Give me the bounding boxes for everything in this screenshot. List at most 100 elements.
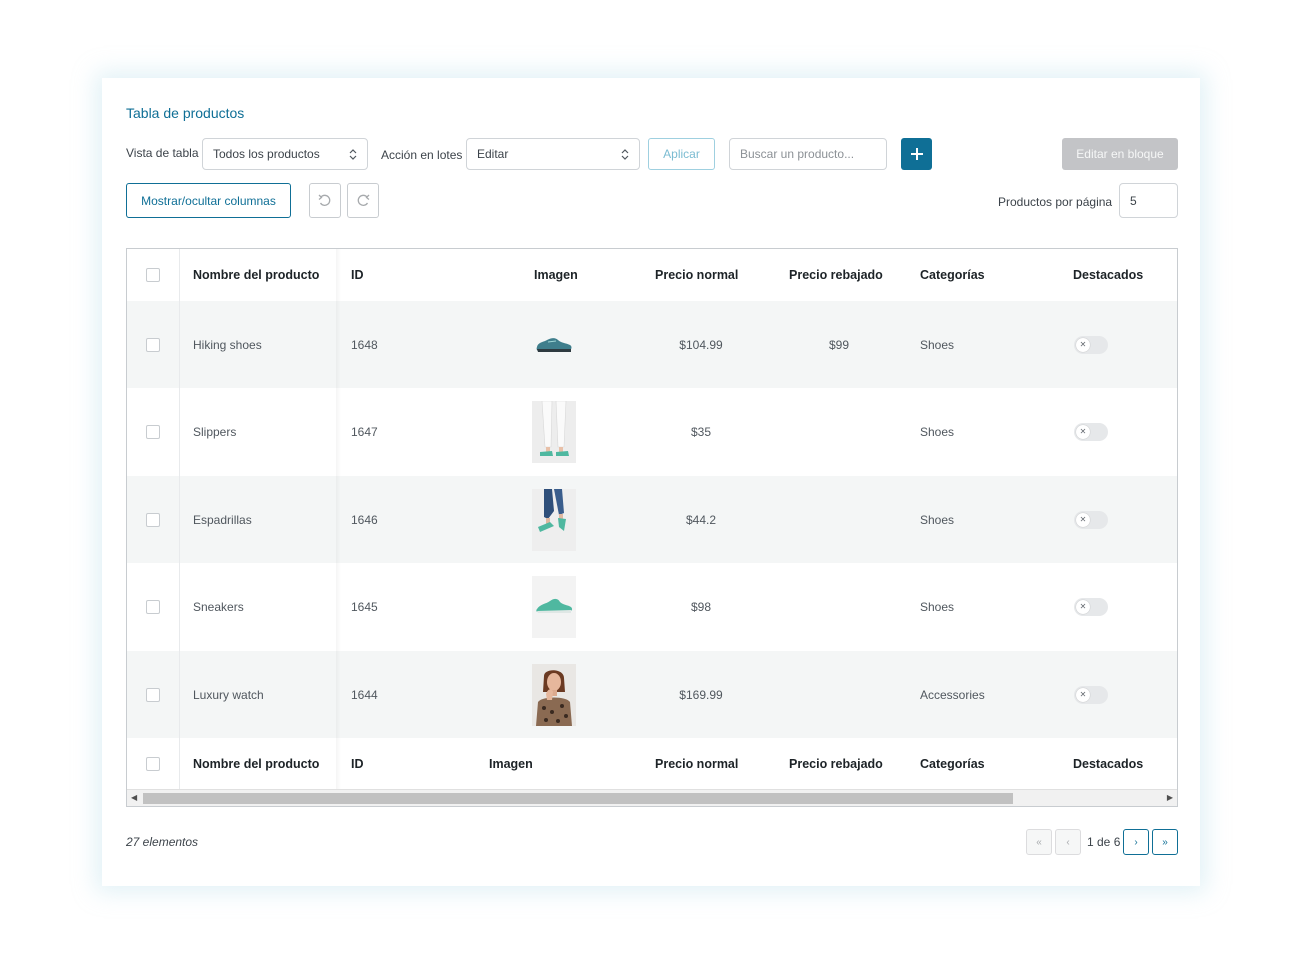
product-sale-price[interactable] bbox=[793, 476, 885, 563]
col-footer-id[interactable]: ID bbox=[351, 757, 364, 771]
scroll-right-icon[interactable]: ▶ bbox=[1166, 793, 1173, 802]
product-sale-price[interactable] bbox=[793, 388, 885, 476]
product-price[interactable]: $44.2 bbox=[685, 512, 717, 527]
table-row: Espadrillas 1646 $44.2 Shoes bbox=[127, 476, 1177, 563]
product-id: 1647 bbox=[351, 425, 378, 439]
product-price[interactable]: $104.99 bbox=[679, 337, 723, 352]
product-image[interactable] bbox=[532, 651, 576, 738]
product-category[interactable]: Accessories bbox=[920, 687, 985, 702]
select-arrows-icon bbox=[349, 149, 357, 160]
product-category[interactable]: Shoes bbox=[920, 337, 955, 352]
select-all-checkbox[interactable] bbox=[146, 268, 160, 282]
slippers-image bbox=[532, 401, 576, 463]
hiking-shoe-image bbox=[536, 337, 572, 352]
bulk-edit-button[interactable]: Editar en bloque bbox=[1062, 138, 1178, 170]
col-footer-featured[interactable]: Destacados bbox=[1073, 757, 1144, 771]
col-header-sale-price[interactable]: Precio rebajado bbox=[789, 268, 883, 282]
espadrillas-image bbox=[532, 488, 576, 551]
product-id: 1644 bbox=[351, 687, 378, 702]
product-name[interactable]: Slippers bbox=[193, 425, 237, 439]
table-row: Hiking shoes 1648 $104.99 $99 Shoes ✕ bbox=[127, 301, 1177, 388]
row-checkbox[interactable] bbox=[146, 512, 160, 527]
row-checkbox[interactable] bbox=[146, 600, 160, 614]
next-page-button[interactable]: › bbox=[1123, 829, 1149, 855]
row-checkbox[interactable] bbox=[146, 337, 160, 352]
products-panel: Tabla de productos Vista de tabla Todos … bbox=[102, 78, 1200, 886]
plus-icon bbox=[910, 148, 923, 160]
first-page-button[interactable]: « bbox=[1026, 829, 1052, 855]
col-footer-price[interactable]: Precio normal bbox=[655, 757, 739, 771]
featured-toggle[interactable]: ✕ bbox=[1074, 563, 1108, 651]
per-page-label: Productos por página bbox=[998, 195, 1113, 209]
scrollbar-thumb[interactable] bbox=[143, 793, 1013, 804]
bulk-action-value: Editar bbox=[477, 147, 509, 161]
table-footer-row: Nombre del producto ID Imagen Precio nor… bbox=[127, 738, 1177, 790]
featured-toggle[interactable]: ✕ bbox=[1074, 476, 1108, 563]
product-category[interactable]: Shoes bbox=[920, 600, 955, 614]
table-row: Sneakers 1645 $98 Shoes ✕ bbox=[127, 563, 1177, 651]
product-category[interactable]: Shoes bbox=[920, 425, 955, 439]
product-id: 1648 bbox=[351, 337, 378, 352]
featured-toggle[interactable]: ✕ bbox=[1074, 388, 1108, 476]
table-row: Luxury watch 1644 bbox=[127, 651, 1177, 738]
product-image[interactable] bbox=[532, 388, 576, 476]
featured-toggle[interactable]: ✕ bbox=[1074, 651, 1108, 738]
col-header-name[interactable]: Nombre del producto bbox=[193, 268, 320, 282]
apply-button[interactable]: Aplicar bbox=[648, 138, 715, 170]
col-header-categories[interactable]: Categorías bbox=[920, 268, 985, 282]
bulk-action-label: Acción en lotes bbox=[381, 148, 463, 162]
product-sale-price[interactable] bbox=[793, 651, 885, 738]
search-input[interactable]: Buscar un producto... bbox=[729, 138, 887, 170]
table-header-row: Nombre del producto ID Imagen Precio nor… bbox=[127, 249, 1177, 301]
undo-button[interactable] bbox=[309, 183, 341, 218]
row-checkbox[interactable] bbox=[146, 687, 160, 702]
product-price[interactable]: $98 bbox=[690, 600, 712, 614]
items-count: 27 elementos bbox=[126, 835, 199, 849]
product-name[interactable]: Sneakers bbox=[193, 600, 244, 614]
product-price[interactable]: $169.99 bbox=[679, 687, 723, 702]
product-name[interactable]: Luxury watch bbox=[193, 687, 264, 702]
redo-button[interactable] bbox=[347, 183, 379, 218]
product-image[interactable] bbox=[532, 476, 576, 563]
select-arrows-icon bbox=[621, 149, 629, 160]
prev-page-button[interactable]: ‹ bbox=[1055, 829, 1081, 855]
col-header-featured[interactable]: Destacados bbox=[1073, 268, 1144, 282]
horizontal-scrollbar[interactable]: ◀ ▶ bbox=[127, 789, 1177, 806]
product-image[interactable] bbox=[532, 301, 576, 388]
col-footer-image: Imagen bbox=[489, 757, 533, 771]
product-price[interactable]: $35 bbox=[690, 425, 712, 439]
toggle-off-icon: ✕ bbox=[1076, 425, 1090, 439]
per-page-input[interactable]: 5 bbox=[1119, 183, 1178, 218]
col-footer-categories[interactable]: Categorías bbox=[920, 757, 985, 771]
table-view-label: Vista de tabla bbox=[126, 146, 199, 160]
table-row: Slippers 1647 $35 Shoes bbox=[127, 388, 1177, 476]
select-all-checkbox-footer[interactable] bbox=[146, 757, 160, 771]
product-category[interactable]: Shoes bbox=[920, 512, 955, 527]
table-view-select[interactable]: Todos los productos bbox=[202, 138, 368, 170]
scroll-left-icon[interactable]: ◀ bbox=[131, 793, 138, 802]
toggle-columns-button[interactable]: Mostrar/ocultar columnas bbox=[126, 183, 291, 218]
page-info: 1 de 6 bbox=[1087, 835, 1121, 849]
product-name[interactable]: Hiking shoes bbox=[193, 337, 262, 352]
sneaker-image bbox=[532, 576, 576, 638]
table-view-value: Todos los productos bbox=[213, 147, 320, 161]
redo-icon bbox=[357, 194, 370, 206]
add-product-button[interactable] bbox=[901, 138, 932, 170]
toggle-off-icon: ✕ bbox=[1076, 600, 1090, 614]
last-page-button[interactable]: » bbox=[1152, 829, 1178, 855]
col-header-id[interactable]: ID bbox=[351, 268, 364, 282]
bulk-action-select[interactable]: Editar bbox=[466, 138, 640, 170]
product-name[interactable]: Espadrillas bbox=[193, 512, 252, 527]
row-checkbox[interactable] bbox=[146, 425, 160, 439]
woman-portrait-image bbox=[532, 663, 576, 726]
toggle-off-icon: ✕ bbox=[1076, 512, 1090, 527]
undo-icon bbox=[318, 194, 331, 206]
product-sale-price[interactable]: $99 bbox=[828, 337, 850, 352]
toggle-off-icon: ✕ bbox=[1076, 687, 1090, 702]
product-sale-price[interactable] bbox=[793, 563, 885, 651]
col-footer-sale-price[interactable]: Precio rebajado bbox=[789, 757, 883, 771]
col-header-price[interactable]: Precio normal bbox=[655, 268, 739, 282]
product-image[interactable] bbox=[532, 563, 576, 651]
col-footer-name[interactable]: Nombre del producto bbox=[193, 757, 320, 771]
featured-toggle[interactable]: ✕ bbox=[1074, 301, 1108, 388]
